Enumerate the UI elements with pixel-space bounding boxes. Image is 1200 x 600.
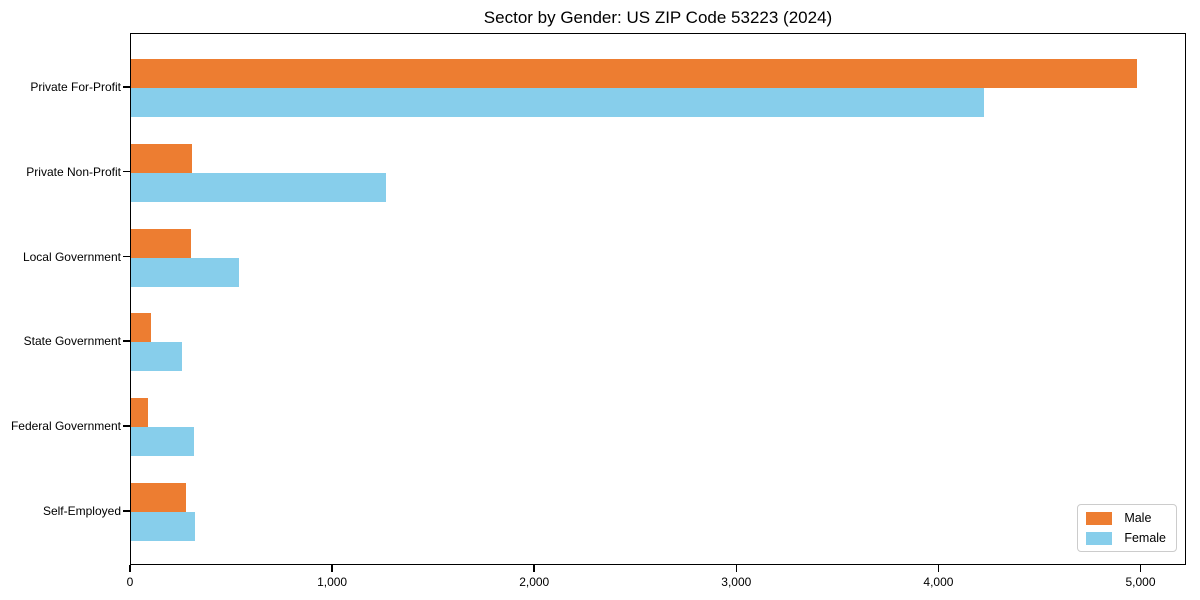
chart-title: Sector by Gender: US ZIP Code 53223 (202… bbox=[483, 8, 833, 27]
x-tick-label-1-000: 1,000 bbox=[317, 575, 348, 589]
x-tick-label-5-000: 5,000 bbox=[1125, 575, 1156, 589]
bar-female-private-non-profit bbox=[131, 172, 386, 202]
legend-swatch-male bbox=[1086, 511, 1113, 525]
x-tick-mark bbox=[735, 565, 738, 572]
x-tick-label-3-000: 3,000 bbox=[721, 575, 752, 589]
legend-swatch-female bbox=[1086, 531, 1113, 545]
y-tick-mark bbox=[123, 425, 130, 427]
x-tick-mark bbox=[533, 565, 535, 572]
y-tick-label-private-for-profit: Private For-Profit bbox=[30, 80, 121, 94]
bar-male-private-non-profit bbox=[131, 143, 192, 173]
legend-label-female: Female bbox=[1124, 531, 1166, 545]
y-tick-label-state-government: State Government bbox=[23, 334, 121, 349]
x-tick-mark bbox=[937, 565, 940, 572]
bar-male-self-employed bbox=[131, 483, 186, 512]
bar-male-state-government bbox=[131, 313, 152, 343]
bar-female-local-government bbox=[131, 257, 240, 287]
y-tick-label-federal-government: Federal Government bbox=[10, 419, 121, 434]
y-tick-label-local-government: Local Government bbox=[22, 249, 121, 264]
x-tick-mark bbox=[129, 565, 131, 572]
y-tick-mark bbox=[123, 86, 130, 88]
bar-female-federal-government bbox=[131, 427, 194, 457]
bar-female-private-for-profit bbox=[131, 88, 984, 117]
x-tick-label-2-000: 2,000 bbox=[519, 575, 550, 589]
legend-row-female: Female bbox=[1086, 531, 1166, 545]
legend: Male Female bbox=[1077, 504, 1177, 552]
bar-male-federal-government bbox=[131, 398, 149, 428]
y-tick-mark bbox=[123, 340, 130, 342]
y-tick-label-private-non-profit: Private Non-Profit bbox=[26, 164, 121, 179]
x-tick-mark bbox=[331, 565, 333, 572]
bar-male-local-government bbox=[131, 228, 191, 258]
legend-row-male: Male bbox=[1086, 511, 1166, 525]
y-tick-label-self-employed: Self-Employed bbox=[42, 504, 121, 518]
x-tick-mark bbox=[1139, 565, 1142, 572]
bar-male-private-for-profit bbox=[131, 59, 1137, 88]
plot-area: Male Female bbox=[130, 33, 1186, 565]
y-tick-mark bbox=[123, 170, 130, 173]
y-tick-mark bbox=[123, 255, 130, 258]
bar-female-self-employed bbox=[131, 512, 195, 541]
x-tick-label-4-000: 4,000 bbox=[923, 575, 954, 589]
y-tick-mark bbox=[123, 510, 130, 512]
x-tick-label-0: 0 bbox=[126, 575, 134, 589]
bar-female-state-government bbox=[131, 342, 182, 372]
legend-label-male: Male bbox=[1124, 511, 1152, 525]
